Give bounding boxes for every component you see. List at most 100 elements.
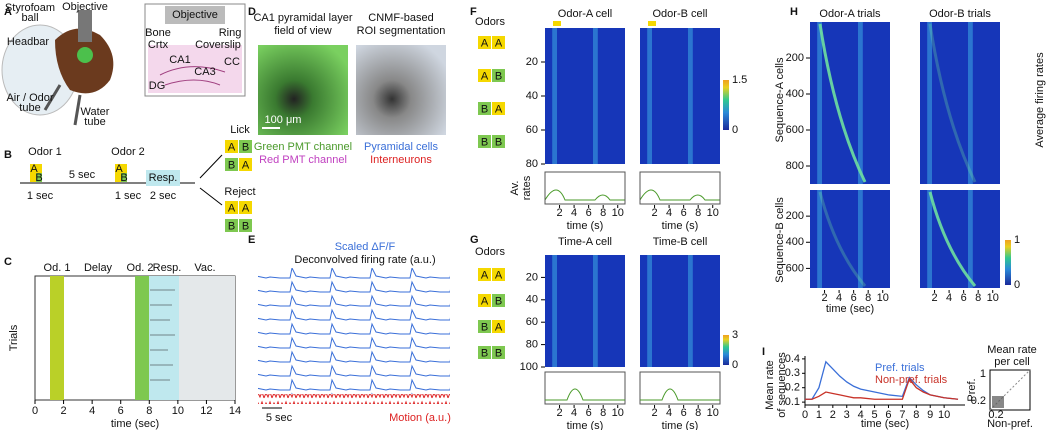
x-tick-label: 6	[681, 407, 687, 419]
x-tick-label: 2	[556, 207, 562, 219]
x-tick-label: 7	[899, 409, 905, 421]
x-tick-label: 4	[946, 292, 952, 304]
label: ROI segmentation	[357, 25, 446, 37]
label: Objective	[62, 1, 108, 13]
x-tick-label: 6	[681, 207, 687, 219]
odor-box	[492, 294, 505, 307]
rate-box	[639, 371, 721, 405]
x-tick-label: 10	[612, 407, 624, 419]
heatmap	[920, 22, 1000, 184]
x-tick-label: 6	[851, 292, 857, 304]
odor-box	[121, 173, 127, 182]
legend-entry: Non-pref. trials	[875, 374, 948, 386]
x-tick-label: 10	[707, 407, 719, 419]
label: Non-pref.	[987, 418, 1033, 430]
calcium-traces	[258, 268, 450, 394]
odor-label: A	[481, 70, 489, 82]
y-tick-label: 80	[526, 158, 538, 170]
label: time (sec)	[826, 303, 874, 315]
x-tick-label: 6	[961, 292, 967, 304]
label: Od. 2	[127, 262, 154, 274]
x-tick-label: 10	[987, 292, 999, 304]
label: tube	[19, 102, 40, 114]
odor-label: A	[242, 159, 250, 171]
setup-drawing	[1, 3, 246, 126]
x-tick-label: 6	[118, 405, 124, 417]
y-tick-label: 40	[526, 294, 538, 306]
odor-label: B	[495, 70, 502, 82]
odor-box	[225, 140, 238, 153]
label: 1 sec	[27, 190, 54, 202]
label: Odor 1	[28, 146, 62, 158]
panel-letter: F	[470, 6, 477, 18]
x-tick-label: 4	[836, 292, 842, 304]
label: CC	[224, 56, 240, 68]
heatmap	[640, 28, 720, 164]
x-tick-label: 1	[816, 409, 822, 421]
label: rates	[521, 175, 533, 200]
label: Headbar	[7, 36, 50, 48]
x-tick-label: 3	[844, 409, 850, 421]
label: Objective	[172, 9, 218, 21]
panel-letter: I	[762, 346, 765, 358]
x-tick-label: 0	[32, 405, 38, 417]
sequence	[928, 191, 977, 287]
panel-letter: H	[790, 6, 798, 18]
label: Air / Odor	[6, 92, 53, 104]
odor-box	[239, 201, 252, 214]
x-tick-label: 4	[571, 207, 577, 219]
odor-label: A	[481, 295, 489, 307]
odor-label: B	[495, 347, 502, 359]
stim-band	[968, 190, 973, 288]
y-tick-label: 200	[786, 210, 804, 222]
odor-box	[492, 346, 505, 359]
y-tick-label: 20	[526, 271, 538, 283]
label: Vac.	[194, 262, 215, 274]
label: time (s)	[567, 420, 604, 430]
x-tick-label: 2	[651, 407, 657, 419]
odor-box	[239, 158, 252, 171]
stim-band	[593, 28, 598, 164]
odor-label: B	[495, 136, 502, 148]
y-tick-label: 400	[786, 88, 804, 100]
label: per cell	[994, 356, 1029, 368]
odor-box	[239, 219, 252, 232]
label: time (s)	[662, 420, 699, 430]
odor-label: B	[228, 220, 235, 232]
x-tick-label: 4	[89, 405, 95, 417]
x-tick-label: 2	[830, 409, 836, 421]
odor-label: B	[495, 295, 502, 307]
x-tick-label: 4	[666, 407, 672, 419]
stim-band	[688, 255, 693, 367]
label: 5 sec	[266, 412, 293, 424]
label: Interneurons	[370, 154, 432, 166]
label: Delay	[84, 262, 113, 274]
stim-band	[858, 190, 863, 288]
label: Sequence-A cells	[774, 57, 786, 142]
sequence	[818, 191, 867, 287]
inset-cloud	[992, 396, 1004, 408]
label: 0.2	[988, 409, 1003, 421]
label: 0.2	[971, 395, 986, 407]
odor-box	[492, 268, 505, 281]
timeline	[20, 154, 223, 206]
panel-letter: B	[4, 149, 12, 161]
x-tick-label: 2	[651, 207, 657, 219]
label: Deconvolved firing rate (a.u.)	[294, 254, 435, 266]
label: Green PMT channel	[254, 141, 352, 153]
sequence	[818, 23, 867, 183]
stim-marker	[553, 21, 561, 26]
stim-band	[817, 22, 822, 184]
label: 100 μm	[265, 114, 302, 126]
x-tick-label: 6	[885, 409, 891, 421]
odor-label: A	[481, 37, 489, 49]
odor-box	[478, 346, 491, 359]
y-tick-label: 0.3	[785, 367, 800, 379]
colorbar-label: 1	[1014, 234, 1020, 246]
x-tick-label: 2	[821, 292, 827, 304]
heatmap	[545, 28, 625, 164]
panel-letter: C	[4, 256, 12, 268]
odor-label: A	[228, 141, 236, 153]
odor-box	[478, 294, 491, 307]
